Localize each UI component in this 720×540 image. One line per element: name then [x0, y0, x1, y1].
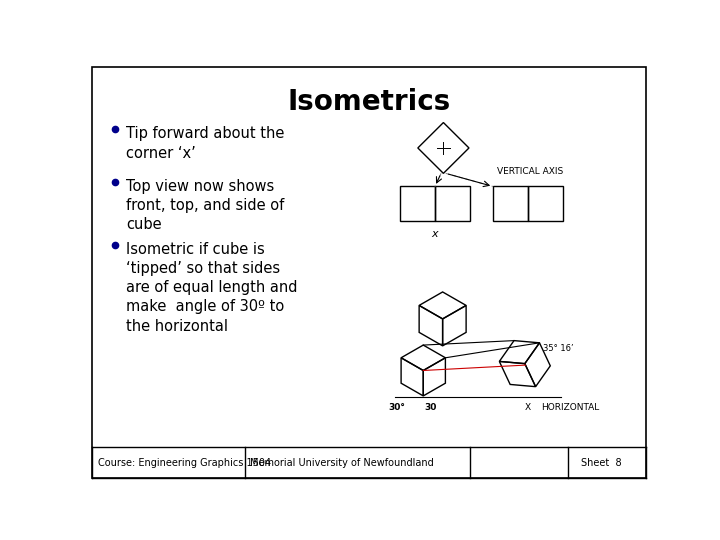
Text: Memorial University of Newfoundland: Memorial University of Newfoundland — [251, 458, 434, 468]
Text: 30°: 30° — [388, 403, 405, 412]
Text: 35° 16’: 35° 16’ — [544, 344, 574, 353]
Bar — [435, 186, 469, 221]
Text: Course: Engineering Graphics 1504: Course: Engineering Graphics 1504 — [98, 458, 271, 468]
Text: Isometric if cube is
‘tipped’ so that sides
are of equal length and
make  angle : Isometric if cube is ‘tipped’ so that si… — [127, 242, 298, 334]
Text: HORIZONTAL: HORIZONTAL — [541, 403, 599, 412]
Text: Top view now shows
front, top, and side of
cube: Top view now shows front, top, and side … — [127, 179, 284, 232]
Bar — [493, 186, 528, 221]
Text: 30: 30 — [425, 403, 437, 412]
Text: x: x — [431, 229, 438, 239]
Text: Tip forward about the
corner ‘x’: Tip forward about the corner ‘x’ — [127, 126, 285, 160]
FancyBboxPatch shape — [92, 67, 646, 478]
Text: Isometrics: Isometrics — [287, 88, 451, 116]
Bar — [528, 186, 563, 221]
Text: VERTICAL AXIS: VERTICAL AXIS — [497, 166, 563, 176]
Bar — [400, 186, 435, 221]
Text: X: X — [525, 403, 531, 412]
Text: Sheet  8: Sheet 8 — [581, 458, 622, 468]
